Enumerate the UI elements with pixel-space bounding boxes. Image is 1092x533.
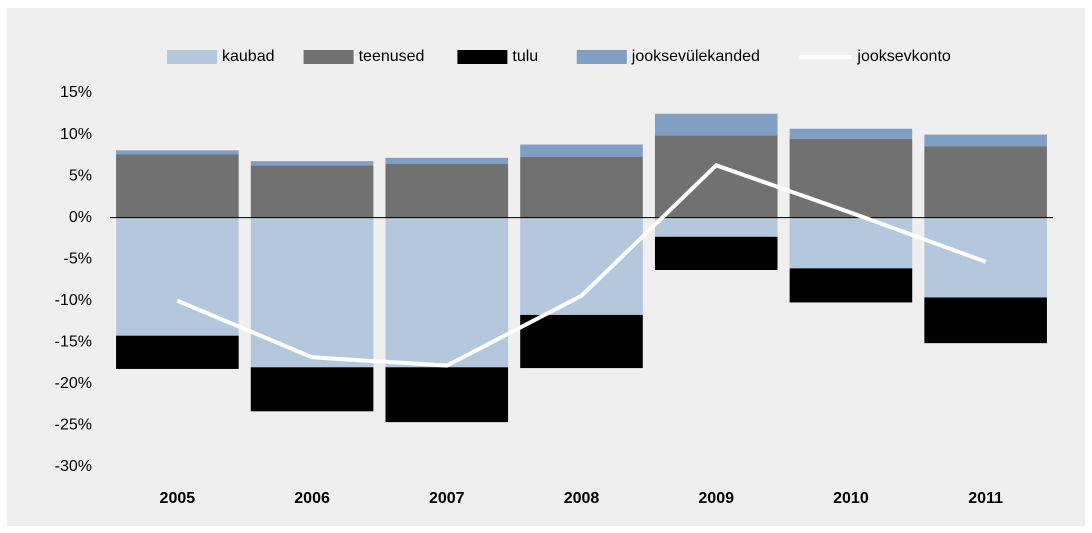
- y-tick-label: -10%: [55, 292, 92, 309]
- x-tick-label: 2006: [294, 490, 330, 507]
- bar: [789, 217, 913, 269]
- legend-label: tulu: [512, 48, 538, 65]
- legend-swatch: [457, 50, 508, 64]
- legend-swatch: [167, 50, 217, 64]
- bar: [250, 161, 374, 166]
- legend-label: teenused: [359, 48, 425, 65]
- bar: [250, 165, 374, 218]
- bar: [789, 128, 913, 139]
- bar: [654, 236, 778, 271]
- bar: [924, 134, 1047, 147]
- y-tick-label: -25%: [55, 417, 92, 434]
- x-tick-label: 2007: [429, 490, 465, 507]
- x-tick-label: 2009: [698, 490, 734, 507]
- legend-label: jooksevülekanded: [631, 48, 760, 65]
- legend-label: kaubad: [222, 48, 275, 65]
- bar: [116, 150, 239, 155]
- bar: [520, 217, 643, 315]
- bar: [520, 144, 643, 157]
- y-tick-label: 5%: [69, 167, 92, 184]
- x-tick-label: 2005: [160, 490, 196, 507]
- y-tick-label: 10%: [60, 126, 92, 143]
- x-tick-label: 2010: [833, 490, 869, 507]
- bar: [116, 335, 239, 369]
- bar: [385, 163, 509, 218]
- legend-swatch: [303, 50, 354, 64]
- bar: [924, 217, 1047, 298]
- bar: [385, 367, 509, 423]
- bar: [250, 367, 374, 412]
- line: [176, 163, 987, 368]
- legend-label: jooksevkonto: [856, 48, 950, 65]
- legend-swatch: [576, 50, 627, 64]
- bar: [250, 217, 374, 368]
- bar: [520, 314, 643, 369]
- y-tick-label: -20%: [55, 375, 92, 392]
- y-tick-label: -5%: [64, 250, 92, 267]
- bar: [520, 156, 643, 218]
- x-tick-label: 2008: [564, 490, 600, 507]
- x-tick-label: 2011: [968, 490, 1003, 507]
- y-tick-label: -15%: [55, 334, 92, 351]
- bar: [116, 154, 239, 218]
- bar: [789, 268, 913, 303]
- bar: [924, 297, 1047, 344]
- bar: [654, 113, 778, 136]
- bar: [654, 217, 778, 237]
- y-tick-label: 15%: [60, 84, 92, 101]
- bar: [924, 146, 1047, 218]
- y-tick-label: 0%: [69, 209, 92, 226]
- y-tick-label: -30%: [55, 458, 92, 475]
- bar: [789, 138, 913, 218]
- bar: [385, 157, 509, 164]
